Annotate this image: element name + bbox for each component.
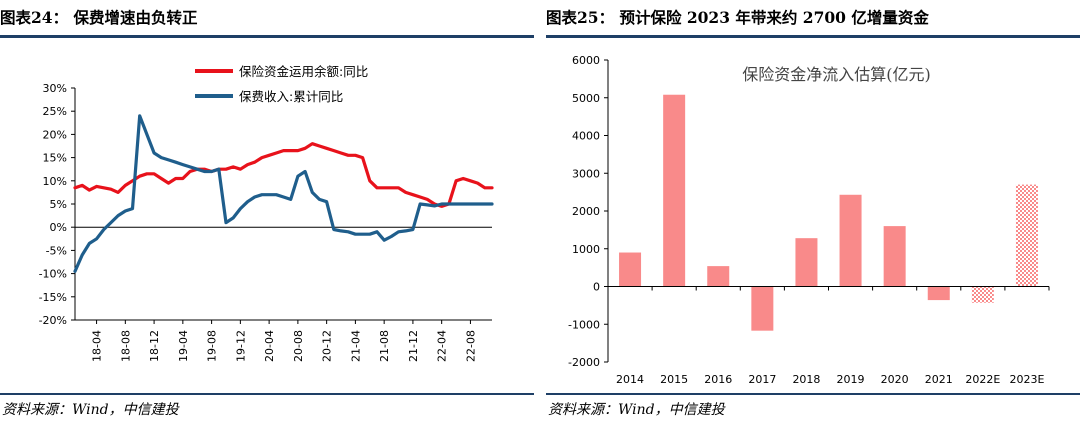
series-line-2: [73, 114, 494, 273]
y-tick-label: 0: [593, 281, 600, 294]
legend-label: 保险资金运用余额:同比: [239, 64, 368, 79]
y-tick-label: -15%: [39, 291, 67, 304]
x-tick-label: 19-04: [177, 330, 190, 362]
x-tick-label: 2016: [704, 373, 732, 386]
bar-2019: [839, 194, 862, 287]
bar-2014: [619, 252, 642, 287]
x-tick-label: 20-04: [263, 330, 276, 362]
legend-label: 保费收入:累计同比: [239, 89, 343, 104]
panel-premium-growth: 图表24： 保费增速由负转正 30% 25% 20% 15% 10% 5% 0% -5% -10…: [0, 0, 534, 436]
x-tick-label: 2017: [748, 373, 776, 386]
y-tick-label: -5%: [46, 244, 67, 257]
y-tick-label: -10%: [39, 268, 67, 281]
x-tick-label: 19-08: [206, 330, 219, 362]
chart-title: 保险资金净流入估算(亿元): [742, 65, 931, 84]
source-note: 资料来源：Wind，中信建投: [548, 402, 725, 418]
panel-title: 图表25： 预计保险 2023 年带来约 2700 亿增量资金: [546, 8, 929, 27]
x-tick-label: 2015: [660, 373, 688, 386]
x-tick-label: 22-04: [436, 330, 449, 362]
x-tick-label: 2023E: [1009, 373, 1044, 386]
bar-2017: [751, 286, 774, 331]
bar-2015: [663, 94, 686, 287]
bar-2021: [927, 286, 950, 301]
panel-title: 图表24： 保费增速由负转正: [0, 8, 198, 27]
x-tick-label: 2021: [925, 373, 953, 386]
bar-2022E: [971, 286, 994, 303]
title-underline: [0, 35, 534, 38]
x-tick-label: 2020: [881, 373, 909, 386]
bottom-divider: [546, 393, 1080, 395]
y-tick-label: 25%: [43, 105, 67, 118]
y-tick-label: 2000: [572, 205, 600, 218]
y-tick-label: 1000: [572, 243, 600, 256]
series-line-1: [73, 142, 494, 208]
x-tick-label: 2022E: [965, 373, 1000, 386]
x-tick-label: 19-12: [234, 330, 247, 362]
x-tick-label: 18-08: [119, 330, 132, 362]
x-tick-label: 22-08: [464, 330, 477, 362]
x-tick-label: 20-08: [292, 330, 305, 362]
y-tick-label: -20%: [39, 314, 67, 327]
bar-2020: [883, 226, 906, 287]
y-tick-label: 20%: [43, 128, 67, 141]
x-tick-label: 18-04: [91, 330, 104, 362]
y-tick-label: 3000: [572, 167, 600, 180]
y-tick-label: 30%: [43, 82, 67, 95]
line-chart-premium: 30% 25% 20% 15% 10% 5% 0% -5% -10% -15% -20% 18-04 1…: [39, 64, 494, 362]
x-tick-label: 20-12: [321, 330, 334, 362]
x-tick-label: 21-08: [378, 330, 391, 362]
panel-net-inflow: 图表25： 预计保险 2023 年带来约 2700 亿增量资金 保险资金净流入估…: [546, 0, 1080, 436]
bar-2023E: [1015, 184, 1038, 287]
x-tick-label: 2019: [837, 373, 865, 386]
bar-2016: [707, 266, 730, 287]
bar-2018: [795, 238, 818, 287]
y-tick-label: 10%: [43, 175, 67, 188]
y-tick-label: 6000: [572, 54, 600, 67]
title-underline: [546, 35, 1080, 38]
x-tick-label: 2018: [792, 373, 820, 386]
x-tick-label: 21-04: [349, 330, 362, 362]
bar-chart-net-inflow: 保险资金净流入估算(亿元) 6000 5000 4000 3000 2000 1000 0 -1…: [568, 54, 1050, 386]
x-tick-label: 18-12: [148, 330, 161, 362]
y-tick-label: 5000: [572, 92, 600, 105]
x-tick-label: 21-12: [407, 330, 420, 362]
y-tick-label: 15%: [43, 152, 67, 165]
y-tick-label: 0%: [50, 221, 67, 234]
y-tick-label: -1000: [568, 318, 600, 331]
x-tick-label: 2014: [616, 373, 644, 386]
source-note: 资料来源：Wind，中信建投: [2, 402, 179, 418]
y-tick-label: -2000: [568, 356, 600, 369]
bottom-divider: [0, 393, 534, 395]
y-tick-label: 5%: [50, 198, 67, 211]
y-tick-label: 4000: [572, 130, 600, 143]
